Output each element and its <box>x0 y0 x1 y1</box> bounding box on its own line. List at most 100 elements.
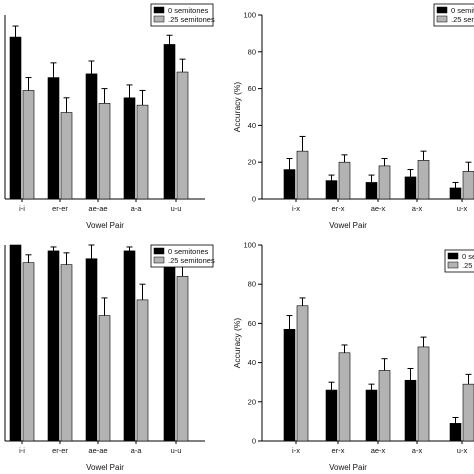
y-tick-label: 0 <box>252 195 256 204</box>
bar-ae-x-quarter <box>378 165 391 200</box>
x-tick-label: i-i <box>19 446 25 455</box>
bar-u-u-zero <box>163 254 176 442</box>
legend-entry: 0 semitones <box>462 252 474 261</box>
x-axis-label: Vowel Pair <box>329 221 367 230</box>
bar-u-x-zero <box>449 423 462 442</box>
x-tick-label: u-u <box>171 204 182 213</box>
legend-entry: 0 semitones <box>168 247 209 256</box>
bar-u-u-zero <box>163 44 176 200</box>
x-tick-label: a-x <box>412 446 423 455</box>
legend-box <box>150 244 214 268</box>
x-tick-label: er-er <box>52 204 68 213</box>
legend-swatch <box>153 15 165 23</box>
x-tick-label: ae-ae <box>88 204 107 213</box>
bar-a-x-zero <box>404 379 417 442</box>
bar-i-x-quarter <box>296 150 309 200</box>
x-axis-label: Vowel Pair <box>86 221 124 230</box>
bar-u-x-zero <box>449 187 462 200</box>
x-tick-label: a-a <box>131 204 143 213</box>
chart-panel-4: 0 20 40 60 80 100 Accuracy (%) i-x er-x ae-x a-x u-… <box>232 241 474 472</box>
y-axis-label: Accuracy (%) <box>232 82 242 133</box>
x-tick-label: a-x <box>412 204 423 213</box>
x-tick-label: er-x <box>332 204 345 213</box>
bar-i-i-zero <box>9 36 22 200</box>
bar-er-er-zero <box>47 77 60 200</box>
y-tick-label: 40 <box>248 358 256 367</box>
legend-entry: .25 semitones <box>462 261 474 270</box>
x-tick-label: er-x <box>332 446 345 455</box>
x-tick-label: u-x <box>457 204 468 213</box>
bar-ae-x-quarter <box>378 370 391 442</box>
bar-i-i-quarter <box>22 90 35 200</box>
bar-a-x-zero <box>404 176 417 200</box>
y-tick-label: 80 <box>248 280 256 289</box>
bar-ae-ae-quarter <box>98 315 111 442</box>
bar-u-x-quarter <box>462 171 474 200</box>
x-tick-label: i-x <box>292 204 300 213</box>
bar-u-u-quarter <box>176 71 189 200</box>
x-tick-label: a-a <box>131 446 143 455</box>
bar-u-u-quarter <box>176 276 189 442</box>
bar-a-a-zero <box>123 97 136 200</box>
bar-u-x-quarter <box>462 383 474 442</box>
x-tick-label: i-x <box>292 446 300 455</box>
x-tick-label: u-x <box>457 446 468 455</box>
y-tick-label: 60 <box>248 84 256 93</box>
legend-entry: 0 semitones <box>451 6 474 15</box>
chart-panel-2: 0 20 40 60 80 100 Accuracy (%) i-x er-x ae-x a-x u-… <box>232 3 474 230</box>
y-axis-label: Accuracy (%) <box>232 318 242 369</box>
legend-swatch <box>153 247 165 255</box>
legend: 0 semitones.25 semitones <box>433 3 474 27</box>
bar-er-x-zero <box>325 389 338 442</box>
bar-er-er-quarter <box>60 112 73 200</box>
bar-ae-ae-zero <box>85 73 98 200</box>
bar-a-x-quarter <box>417 346 430 442</box>
bar-i-x-zero <box>283 169 296 200</box>
bar-ae-x-zero <box>365 389 378 442</box>
chart-panel-1: i-i er-er ae-ae a-a u-u Vowel Pair 0 semitones… <box>4 3 215 230</box>
x-tick-label: er-er <box>52 446 68 455</box>
y-tick-label: 20 <box>248 397 256 406</box>
x-tick-label: ae-x <box>371 446 386 455</box>
legend-box <box>150 3 214 27</box>
bar-a-a-quarter <box>136 104 149 200</box>
bar-a-a-quarter <box>136 299 149 442</box>
legend-swatch <box>436 15 448 23</box>
bar-i-x-quarter <box>296 305 309 442</box>
x-tick-label: i-i <box>19 204 25 213</box>
x-axis-label: Vowel Pair <box>86 463 124 472</box>
legend: 0 semitones.25 semitones <box>444 249 474 273</box>
x-axis-label: Vowel Pair <box>329 463 367 472</box>
legend-entry: .25 semitones <box>451 15 474 24</box>
bar-er-er-zero <box>47 250 60 442</box>
legend: 0 semitones.25 semitones <box>150 244 215 268</box>
bar-a-x-quarter <box>417 160 430 200</box>
bar-ae-x-zero <box>365 182 378 200</box>
legend-entry: 0 semitones <box>168 6 209 15</box>
legend-swatch <box>436 6 448 14</box>
bar-er-x-zero <box>325 180 338 200</box>
legend-swatch <box>447 261 459 269</box>
bar-i-i-zero <box>9 244 22 442</box>
bar-a-a-zero <box>123 250 136 442</box>
bar-i-x-zero <box>283 328 296 442</box>
bar-ae-ae-zero <box>85 258 98 442</box>
y-tick-label: 60 <box>248 319 256 328</box>
legend: 0 semitones.25 semitones <box>150 3 215 27</box>
x-tick-label: ae-ae <box>88 446 107 455</box>
bar-er-x-quarter <box>338 352 351 442</box>
chart-panel-3: i-i er-er ae-ae a-a u-u Vowel Pair 0 semitones… <box>4 244 215 472</box>
legend-entry: .25 semitones <box>168 256 215 265</box>
bar-er-er-quarter <box>60 264 73 442</box>
bar-i-i-quarter <box>22 262 35 442</box>
y-tick-label: 20 <box>248 158 256 167</box>
x-tick-label: u-u <box>171 446 182 455</box>
x-tick-label: ae-x <box>371 204 386 213</box>
bar-er-x-quarter <box>338 161 351 200</box>
y-tick-label: 0 <box>252 437 256 446</box>
legend-swatch <box>153 6 165 14</box>
legend-swatch <box>447 252 459 260</box>
bar-ae-ae-quarter <box>98 103 111 200</box>
y-tick-label: 100 <box>243 11 256 20</box>
